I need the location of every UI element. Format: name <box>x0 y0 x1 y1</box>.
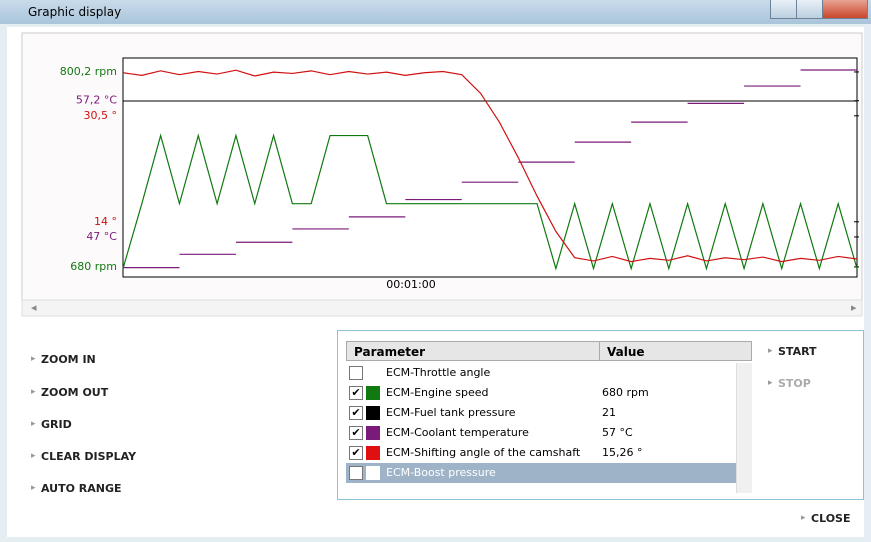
y-tick-label: 57,2 °C <box>76 94 117 107</box>
close-window-button[interactable] <box>822 0 868 19</box>
scroll-left[interactable]: ◂ <box>31 301 37 314</box>
checkbox[interactable]: ✔ <box>349 446 363 460</box>
title-bar: Graphic display <box>0 0 871 24</box>
checkbox[interactable]: ✔ <box>349 426 363 440</box>
start-button[interactable]: START <box>768 345 816 358</box>
y-tick-label: 30,5 ° <box>84 109 118 122</box>
parameter-row[interactable]: ECM-Boost pressure <box>346 463 736 483</box>
parameter-row[interactable]: ✔ ECM-Engine speed 680 rpm <box>346 383 736 403</box>
h-scrollbar[interactable] <box>21 299 863 317</box>
zoom-out-button[interactable]: ZOOM OUT <box>31 386 108 399</box>
y-tick-label: 47 °C <box>86 230 117 243</box>
parameter-name: ECM-Fuel tank pressure <box>386 406 516 419</box>
checkbox[interactable]: ✔ <box>349 386 363 400</box>
parameter-name: ECM-Throttle angle <box>386 366 491 379</box>
color-swatch <box>366 446 380 460</box>
color-swatch <box>366 426 380 440</box>
parameter-row[interactable]: ✔ ECM-Shifting angle of the camshaft 15,26… <box>346 443 736 463</box>
trace <box>122 69 858 263</box>
zoom-in-button[interactable]: ZOOM IN <box>31 353 96 366</box>
header-parameter: Parameter <box>346 341 600 361</box>
window-title: Graphic display <box>28 5 122 19</box>
parameter-value: 680 rpm <box>602 386 649 399</box>
clear-display-button[interactable]: CLEAR DISPLAY <box>31 450 136 463</box>
parameter-value: 15,26 ° <box>602 446 643 459</box>
plot-area <box>122 57 858 278</box>
parameter-value: 57 °C <box>602 426 633 439</box>
close-button[interactable]: CLOSE <box>801 512 851 525</box>
y-tick-label: 14 ° <box>94 215 117 228</box>
parameter-row[interactable]: ✔ ECM-Coolant temperature 57 °C <box>346 423 736 443</box>
parameter-row[interactable]: ECM-Throttle angle <box>346 363 736 383</box>
header-value: Value <box>599 341 752 361</box>
stop-button[interactable]: STOP <box>768 377 811 390</box>
parameter-row[interactable]: ✔ ECM-Fuel tank pressure 21 <box>346 403 736 423</box>
checkbox[interactable] <box>349 366 363 380</box>
color-swatch <box>366 406 380 420</box>
y-tick-label: 800,2 rpm <box>60 65 117 78</box>
checkbox[interactable]: ✔ <box>349 406 363 420</box>
parameter-value: 21 <box>602 406 616 419</box>
v-scrollbar[interactable] <box>736 363 752 493</box>
trace <box>122 133 858 271</box>
parameter-name: ECM-Shifting angle of the camshaft <box>386 446 581 459</box>
auto-range-button[interactable]: AUTO RANGE <box>31 482 121 495</box>
y-tick-label: 680 rpm <box>70 260 117 273</box>
x-label: 00:01:00 <box>386 278 435 291</box>
color-swatch <box>366 386 380 400</box>
grid-button[interactable]: GRID <box>31 418 72 431</box>
parameter-name: ECM-Engine speed <box>386 386 489 399</box>
parameter-name: ECM-Boost pressure <box>386 466 496 479</box>
color-swatch <box>366 466 380 480</box>
parameter-name: ECM-Coolant temperature <box>386 426 529 439</box>
parameter-table: Parameter Value ECM-Throttle angle ✔ ECM-E… <box>337 330 864 500</box>
checkbox[interactable] <box>349 466 363 480</box>
scroll-right[interactable]: ▸ <box>851 301 857 314</box>
